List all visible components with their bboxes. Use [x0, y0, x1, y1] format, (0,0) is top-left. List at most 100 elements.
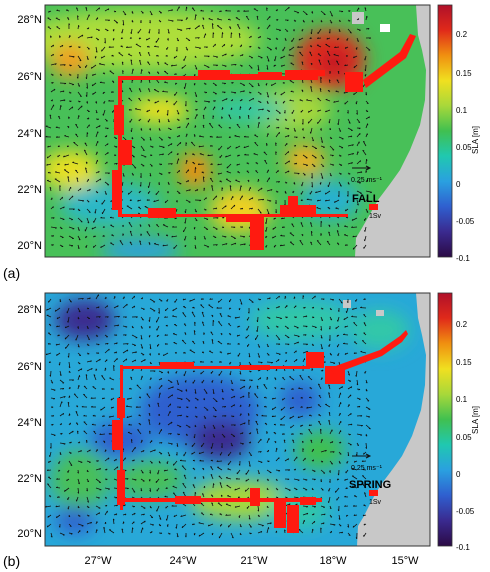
velocity-arrow-head	[284, 192, 287, 194]
velocity-arrow-head	[353, 66, 355, 69]
velocity-arrow	[54, 307, 61, 312]
lon-axis: 27°W 24°W 21°W 18°W 15°W	[84, 555, 419, 567]
velocity-arrow-head	[149, 174, 152, 177]
velocity-arrow-head	[75, 169, 78, 172]
velocity-arrow-head	[214, 409, 217, 412]
velocity-arrow-head	[63, 396, 66, 398]
velocity-arrow-head	[301, 61, 304, 63]
velocity-arrow-head	[324, 192, 327, 195]
velocity-arrow	[347, 127, 353, 131]
velocity-arrow	[320, 469, 326, 474]
velocity-arrow	[68, 195, 74, 201]
velocity-arrow-head	[173, 515, 176, 517]
velocity-arrow-head	[302, 440, 304, 443]
velocity-arrow	[289, 376, 295, 381]
velocity-arrow-head	[63, 64, 66, 66]
velocity-arrow	[239, 243, 246, 246]
velocity-arrow-head	[284, 295, 287, 298]
velocity-arrow-head	[280, 93, 282, 96]
velocity-arrow	[239, 185, 242, 192]
velocity-arrow	[216, 25, 223, 30]
velocity-arrow-head	[355, 375, 357, 377]
velocity-arrow-head	[165, 487, 168, 489]
velocity-arrow-head	[306, 406, 309, 409]
velocity-arrow-head	[78, 229, 80, 231]
velocity-arrow-head	[305, 315, 308, 318]
velocity-arrow	[346, 307, 349, 313]
velocity-arrow	[221, 53, 227, 57]
velocity-arrow	[266, 361, 273, 363]
velocity-arrow-head	[148, 71, 151, 73]
velocity-arrow-head	[154, 101, 156, 104]
velocity-arrow-head	[238, 463, 241, 466]
velocity-arrow-head	[256, 404, 259, 406]
velocity-arrow-head	[72, 56, 75, 58]
velocity-arrow	[226, 163, 232, 169]
velocity-arrow	[266, 91, 269, 98]
velocity-arrow-head	[259, 36, 262, 39]
velocity-arrow-head	[261, 187, 263, 190]
velocity-arrow-head	[287, 151, 290, 154]
velocity-arrow-head	[318, 59, 321, 62]
velocity-arrow-head	[121, 528, 124, 531]
velocity-arrow-head	[248, 517, 251, 520]
velocity-arrow	[50, 370, 52, 377]
velocity-arrow-head	[218, 321, 220, 323]
velocity-arrow-head	[243, 90, 245, 93]
velocity-arrow-head	[93, 430, 96, 433]
velocity-arrow-head	[95, 440, 98, 443]
velocity-arrow-head	[134, 512, 136, 515]
velocity-arrow-head	[176, 535, 179, 538]
velocity-arrow-head	[77, 506, 80, 509]
velocity-arrow-head	[189, 189, 191, 191]
velocity-arrow-head	[322, 298, 325, 301]
velocity-arrow-head	[55, 126, 58, 128]
velocity-arrow	[99, 63, 106, 66]
velocity-arrow-head	[186, 6, 188, 9]
velocity-arrow-head	[239, 372, 242, 375]
velocity-arrow	[365, 190, 372, 193]
velocity-arrow	[275, 131, 280, 138]
velocity-arrow-head	[237, 23, 239, 26]
velocity-arrow	[184, 82, 187, 89]
velocity-arrow-head	[106, 161, 108, 164]
velocity-arrow-head	[111, 54, 114, 57]
velocity-arrow-head	[333, 101, 336, 103]
velocity-arrow-head	[361, 425, 363, 427]
velocity-arrow-head	[266, 7, 268, 10]
velocity-arrow	[86, 496, 89, 503]
velocity-arrow-head	[164, 479, 166, 481]
velocity-arrow-head	[46, 308, 48, 311]
velocity-arrow-head	[301, 128, 304, 131]
velocity-arrow	[320, 10, 326, 16]
velocity-arrow-head	[137, 199, 139, 202]
velocity-arrow-head	[310, 230, 313, 233]
velocity-arrow-head	[97, 352, 100, 355]
velocity-arrow	[338, 392, 341, 399]
velocity-arrow-head	[210, 331, 213, 333]
velocity-arrow-head	[58, 363, 60, 366]
velocity-arrow-head	[310, 32, 312, 35]
velocity-arrow	[254, 393, 259, 399]
velocity-arrow	[306, 99, 313, 102]
velocity-arrow-head	[134, 167, 137, 169]
velocity-arrow-head	[360, 171, 363, 174]
velocity-arrow-head	[158, 120, 161, 123]
velocity-arrow	[336, 230, 340, 237]
velocity-arrow-head	[234, 242, 237, 245]
velocity-arrow-head	[181, 66, 183, 69]
velocity-arrow-head	[69, 395, 71, 398]
velocity-arrow-head	[237, 496, 240, 499]
velocity-arrow-head	[228, 126, 231, 129]
velocity-arrow	[185, 122, 189, 129]
velocity-arrow-head	[350, 386, 353, 389]
velocity-arrow-head	[212, 115, 215, 118]
velocity-arrow-head	[311, 368, 314, 370]
velocity-arrow-head	[105, 468, 108, 471]
velocity-arrow	[257, 505, 260, 512]
velocity-arrow-head	[283, 439, 286, 442]
velocity-arrow-head	[294, 296, 296, 299]
velocity-arrow	[218, 532, 223, 539]
velocity-arrow-head	[216, 56, 219, 58]
velocity-arrow	[167, 386, 174, 390]
